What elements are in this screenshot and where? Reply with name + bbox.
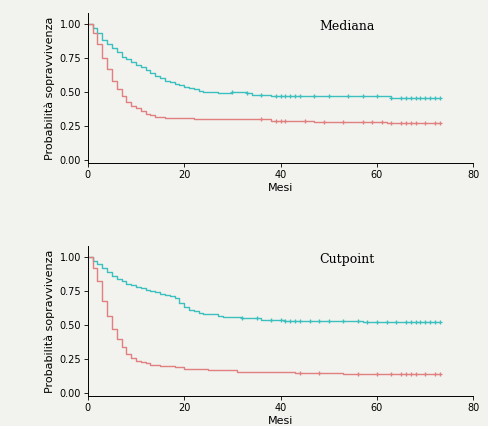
X-axis label: Mesi: Mesi (268, 416, 293, 426)
Y-axis label: Probabilità sopravvivenza: Probabilità sopravvivenza (44, 249, 55, 393)
Text: Mediana: Mediana (319, 20, 374, 33)
Text: Cutpoint: Cutpoint (319, 253, 374, 266)
X-axis label: Mesi: Mesi (268, 183, 293, 193)
Y-axis label: Probabilità sopravvivenza: Probabilità sopravvivenza (44, 16, 55, 160)
